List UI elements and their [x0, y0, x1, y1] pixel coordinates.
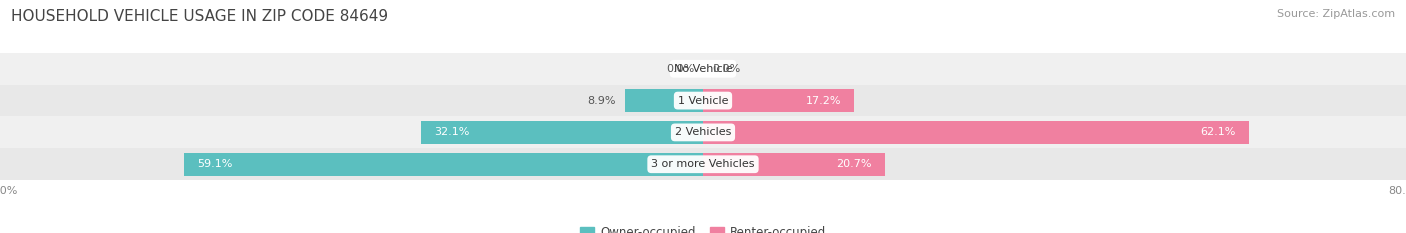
- Text: 32.1%: 32.1%: [434, 127, 470, 137]
- Bar: [703, 121, 1249, 144]
- Bar: [703, 153, 884, 176]
- Bar: [0, 85, 1406, 116]
- Text: 3 or more Vehicles: 3 or more Vehicles: [651, 159, 755, 169]
- Bar: [0, 53, 1406, 85]
- Text: 59.1%: 59.1%: [197, 159, 232, 169]
- Text: 0.0%: 0.0%: [711, 64, 740, 74]
- Legend: Owner-occupied, Renter-occupied: Owner-occupied, Renter-occupied: [575, 221, 831, 233]
- Text: No Vehicle: No Vehicle: [673, 64, 733, 74]
- Text: 8.9%: 8.9%: [588, 96, 616, 106]
- Bar: [703, 89, 855, 112]
- Bar: [624, 89, 703, 112]
- Text: 2 Vehicles: 2 Vehicles: [675, 127, 731, 137]
- Bar: [0, 116, 1406, 148]
- Text: 20.7%: 20.7%: [837, 159, 872, 169]
- Text: 0.0%: 0.0%: [666, 64, 695, 74]
- Bar: [0, 148, 1406, 180]
- Text: 17.2%: 17.2%: [806, 96, 841, 106]
- Text: 62.1%: 62.1%: [1201, 127, 1236, 137]
- Text: HOUSEHOLD VEHICLE USAGE IN ZIP CODE 84649: HOUSEHOLD VEHICLE USAGE IN ZIP CODE 8464…: [11, 9, 388, 24]
- Bar: [184, 153, 703, 176]
- Bar: [420, 121, 703, 144]
- Text: Source: ZipAtlas.com: Source: ZipAtlas.com: [1277, 9, 1395, 19]
- Text: 1 Vehicle: 1 Vehicle: [678, 96, 728, 106]
